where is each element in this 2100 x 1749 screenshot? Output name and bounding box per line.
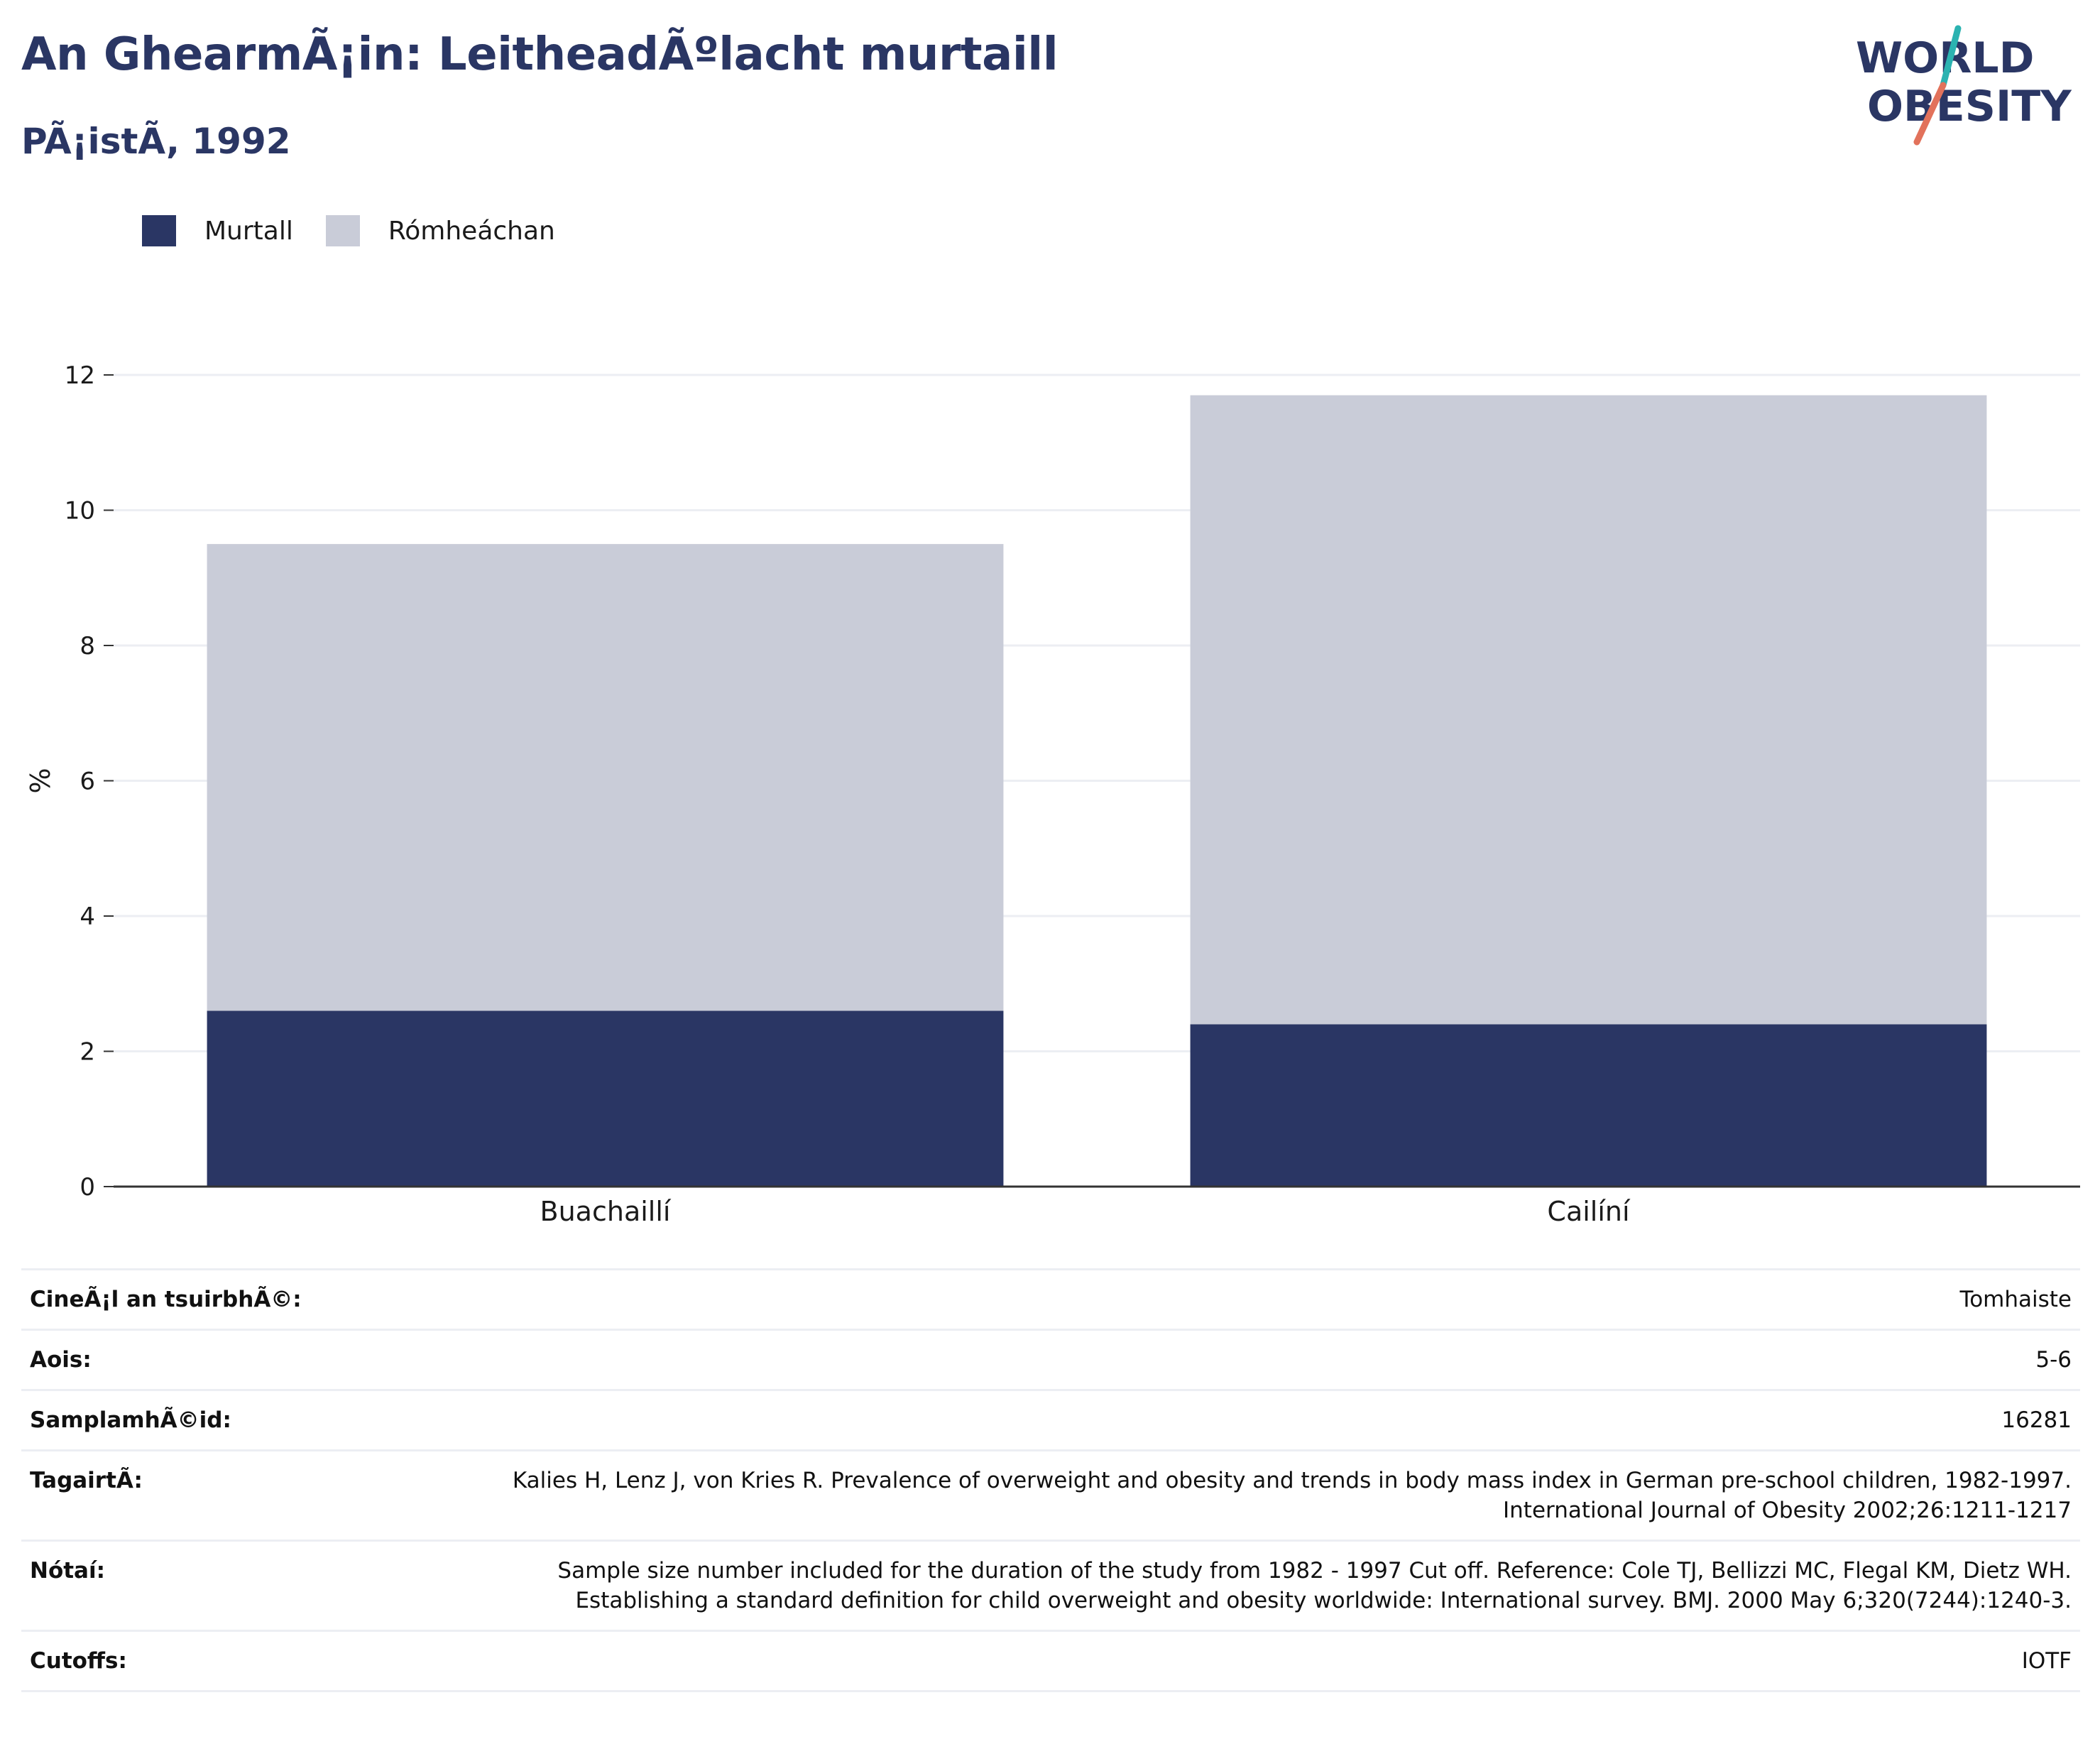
legend-label-romheachan: Rómheáchan — [388, 216, 555, 246]
legend-swatch-murtall — [142, 215, 176, 246]
world-obesity-logo: WORLD OBESITY — [1856, 25, 2072, 146]
chart-subtitle: PÃ¡istÃ, 1992 — [21, 121, 291, 162]
legend-item-romheachan[interactable]: Rómheáchan — [325, 215, 555, 246]
info-value: 5-6 — [436, 1329, 2080, 1391]
bar-murtall-0 — [207, 1010, 1004, 1187]
y-tick-label: 0 — [80, 1173, 95, 1202]
info-value: Sample size number included for the dura… — [436, 1540, 2080, 1632]
y-tick-label: 8 — [80, 632, 95, 660]
info-key: TagairtÃ: — [21, 1449, 436, 1542]
info-value: Kalies H, Lenz J, von Kries R. Prevalenc… — [436, 1449, 2080, 1542]
legend-swatch-romheachan — [325, 215, 360, 246]
logo-word-obesity: OBESITY — [1867, 82, 2072, 131]
axes: 0 2 4 6 8 10 12% Buachaillí Cailíní — [25, 361, 2080, 1227]
info-row: TagairtÃ: Kalies H, Lenz J, von Kries R. … — [21, 1449, 2080, 1542]
y-tick-label: 4 — [80, 903, 95, 931]
legend-label-murtall: Murtall — [204, 216, 293, 246]
info-key: Nótaí: — [21, 1540, 436, 1632]
info-key: SamplamhÃ©id: — [21, 1389, 436, 1451]
x-tick-label: Buachaillí — [540, 1196, 672, 1227]
info-value: 16281 — [436, 1389, 2080, 1451]
stacked-bar-chart: 0 2 4 6 8 10 12% Buachaillí Cailíní — [25, 361, 2080, 1227]
y-tick-label: 10 — [65, 497, 95, 525]
info-value: Tomhaiste — [436, 1268, 2080, 1331]
y-axis-title: % — [25, 768, 56, 793]
logo-slash-coral — [1913, 82, 1947, 146]
info-value: IOTF — [436, 1630, 2080, 1692]
info-row: Nótaí: Sample size number included for th… — [21, 1540, 2080, 1632]
bar-romheachan-0 — [207, 544, 1004, 1011]
logo-slash-teal — [1940, 25, 1962, 89]
info-row: Aois: 5-6 — [21, 1329, 2080, 1391]
info-row: Cutoffs: IOTF — [21, 1630, 2080, 1692]
legend-item-murtall[interactable]: Murtall — [142, 215, 293, 246]
bars — [207, 395, 1987, 1187]
y-tick-label: 12 — [65, 361, 95, 390]
y-tick-label: 2 — [80, 1038, 95, 1067]
info-row: SamplamhÃ©id: 16281 — [21, 1389, 2080, 1451]
bar-romheachan-1 — [1190, 395, 1987, 1025]
info-key: Cutoffs: — [21, 1630, 436, 1692]
info-row: CineÃ¡l an tsuirbhÃ©: Tomhaiste — [21, 1268, 2080, 1331]
info-key: Aois: — [21, 1329, 436, 1391]
info-key: CineÃ¡l an tsuirbhÃ©: — [21, 1268, 436, 1331]
bar-murtall-1 — [1190, 1024, 1987, 1187]
chart-legend: Murtall Rómheáchan — [142, 213, 588, 249]
chart-title: An GhearmÃ¡in: LeitheadÃºlacht murtaill — [21, 28, 1059, 81]
study-info-table: CineÃ¡l an tsuirbhÃ©: Tomhaiste Aois: 5-6 Sa… — [21, 1268, 2080, 1692]
y-tick-label: 6 — [80, 768, 95, 796]
x-tick-label: Cailíní — [1547, 1196, 1631, 1227]
